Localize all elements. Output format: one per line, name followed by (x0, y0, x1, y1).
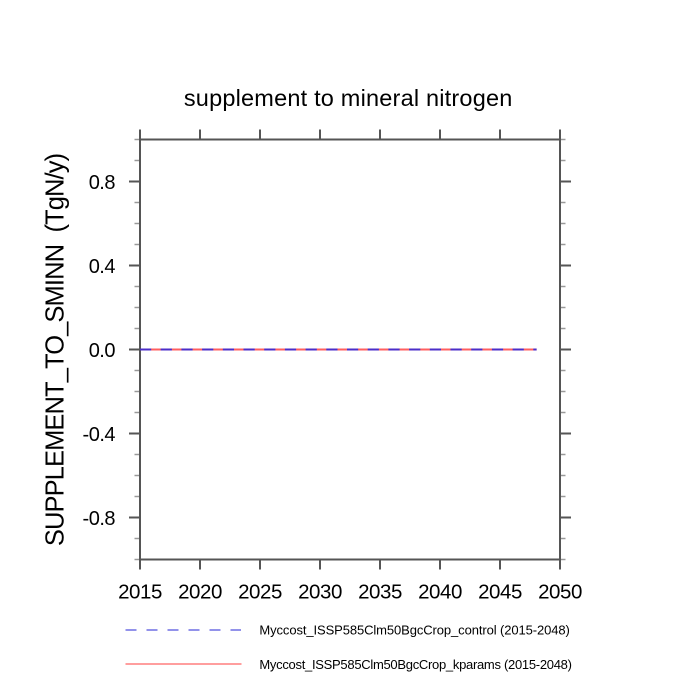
svg-text:2045: 2045 (478, 581, 522, 604)
svg-text:Myccost_ISSP585Clm50BgcCrop_co: Myccost_ISSP585Clm50BgcCrop_control (201… (259, 622, 569, 637)
svg-text:2020: 2020 (178, 581, 222, 604)
svg-text:0.8: 0.8 (89, 172, 116, 194)
svg-text:0.4: 0.4 (89, 256, 116, 278)
svg-text:2040: 2040 (418, 581, 462, 604)
svg-text:2050: 2050 (538, 581, 582, 604)
svg-text:-0.4: -0.4 (83, 424, 116, 446)
svg-text:2035: 2035 (358, 581, 402, 604)
svg-text:-0.8: -0.8 (83, 508, 116, 530)
svg-text:2030: 2030 (298, 581, 342, 604)
svg-text:2015: 2015 (118, 581, 162, 604)
svg-text:supplement to mineral nitrogen: supplement to mineral nitrogen (184, 85, 513, 111)
svg-text:SUPPLEMENT_TO_SMINN (TgN/y): SUPPLEMENT_TO_SMINN (TgN/y) (42, 154, 70, 546)
svg-text:2025: 2025 (238, 581, 282, 604)
svg-text:0.0: 0.0 (89, 340, 116, 362)
svg-text:Myccost_ISSP585Clm50BgcCrop_kp: Myccost_ISSP585Clm50BgcCrop_kparams (201… (259, 657, 571, 672)
